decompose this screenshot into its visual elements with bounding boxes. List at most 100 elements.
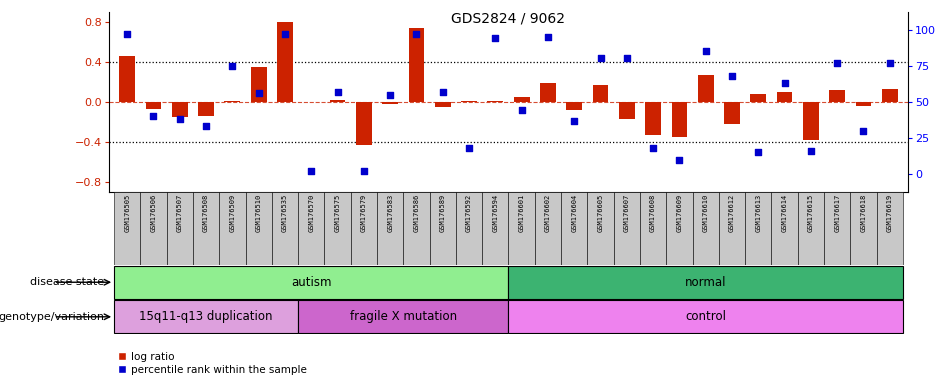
Bar <box>561 192 587 265</box>
Bar <box>114 300 298 333</box>
Legend: log ratio, percentile rank within the sample: log ratio, percentile rank within the sa… <box>114 348 310 379</box>
Bar <box>803 102 818 140</box>
Text: GSM176613: GSM176613 <box>755 194 762 232</box>
Bar <box>745 192 771 265</box>
Bar <box>540 83 556 102</box>
Bar <box>672 102 688 137</box>
Bar <box>509 300 902 333</box>
Bar <box>224 101 240 102</box>
Point <box>462 145 477 151</box>
Bar <box>277 22 293 102</box>
Bar <box>298 192 324 265</box>
Bar <box>882 89 898 102</box>
Point <box>119 31 134 37</box>
Bar <box>114 266 509 299</box>
Text: GSM176509: GSM176509 <box>229 194 236 232</box>
Bar <box>587 192 614 265</box>
Text: GSM176610: GSM176610 <box>703 194 709 232</box>
Bar <box>456 192 482 265</box>
Point <box>514 108 529 114</box>
Bar <box>140 192 166 265</box>
Point <box>672 156 687 162</box>
Point <box>172 116 187 122</box>
Text: GDS2824 / 9062: GDS2824 / 9062 <box>451 12 566 25</box>
Bar <box>324 192 351 265</box>
Text: autism: autism <box>291 276 331 289</box>
Point <box>357 168 372 174</box>
Bar <box>750 94 766 102</box>
Bar <box>567 102 582 110</box>
Bar <box>514 97 530 102</box>
Point <box>146 113 161 119</box>
Bar <box>199 102 214 116</box>
Bar <box>771 192 797 265</box>
Bar <box>429 192 456 265</box>
Text: GSM176586: GSM176586 <box>413 194 419 232</box>
Point <box>593 55 608 61</box>
Bar <box>666 192 692 265</box>
Text: GSM176615: GSM176615 <box>808 194 814 232</box>
Bar <box>482 192 509 265</box>
Point <box>777 80 792 86</box>
Text: genotype/variation: genotype/variation <box>0 312 104 322</box>
Text: normal: normal <box>685 276 727 289</box>
Text: 15q11-q13 duplication: 15q11-q13 duplication <box>139 310 272 323</box>
Bar <box>850 192 877 265</box>
Bar <box>403 192 429 265</box>
Bar <box>645 102 661 135</box>
Bar <box>382 102 398 104</box>
Point <box>251 90 266 96</box>
Bar <box>435 102 450 107</box>
Text: fragile X mutation: fragile X mutation <box>350 310 457 323</box>
Text: GSM176507: GSM176507 <box>177 194 183 232</box>
Bar <box>698 74 713 102</box>
Point <box>698 48 713 54</box>
Bar <box>298 300 509 333</box>
Bar <box>356 102 372 145</box>
Point <box>883 60 898 66</box>
Point <box>199 123 214 129</box>
Point <box>304 168 319 174</box>
Point <box>225 63 240 69</box>
Bar <box>619 102 635 119</box>
Bar <box>487 101 503 102</box>
Text: GSM176575: GSM176575 <box>335 194 341 232</box>
Text: GSM176570: GSM176570 <box>308 194 314 232</box>
Bar <box>166 192 193 265</box>
Text: GSM176510: GSM176510 <box>255 194 262 232</box>
Text: GSM176609: GSM176609 <box>676 194 682 232</box>
Point <box>725 73 740 79</box>
Bar <box>461 101 477 102</box>
Point <box>856 127 871 134</box>
Text: GSM176505: GSM176505 <box>124 194 131 232</box>
Bar <box>639 192 666 265</box>
Bar <box>329 100 345 102</box>
Point <box>435 89 450 95</box>
Text: control: control <box>685 310 727 323</box>
Bar <box>614 192 639 265</box>
Point <box>645 145 660 151</box>
Text: GSM176602: GSM176602 <box>545 194 551 232</box>
Bar <box>855 102 871 106</box>
Text: GSM176506: GSM176506 <box>150 194 156 232</box>
Text: GSM176583: GSM176583 <box>387 194 394 232</box>
Bar <box>219 192 246 265</box>
Text: GSM176617: GSM176617 <box>834 194 840 232</box>
Bar <box>830 90 845 102</box>
Bar <box>724 102 740 124</box>
Text: GSM176607: GSM176607 <box>623 194 630 232</box>
Text: GSM176508: GSM176508 <box>203 194 209 232</box>
Bar <box>272 192 298 265</box>
Point <box>620 55 635 61</box>
Bar <box>146 102 162 109</box>
Point <box>803 148 818 154</box>
Bar <box>172 102 187 117</box>
Bar <box>534 192 561 265</box>
Text: GSM176614: GSM176614 <box>781 194 788 232</box>
Bar <box>246 192 272 265</box>
Bar <box>692 192 719 265</box>
Text: GSM176619: GSM176619 <box>886 194 893 232</box>
Bar <box>509 192 534 265</box>
Point <box>830 60 845 66</box>
Bar <box>251 67 267 102</box>
